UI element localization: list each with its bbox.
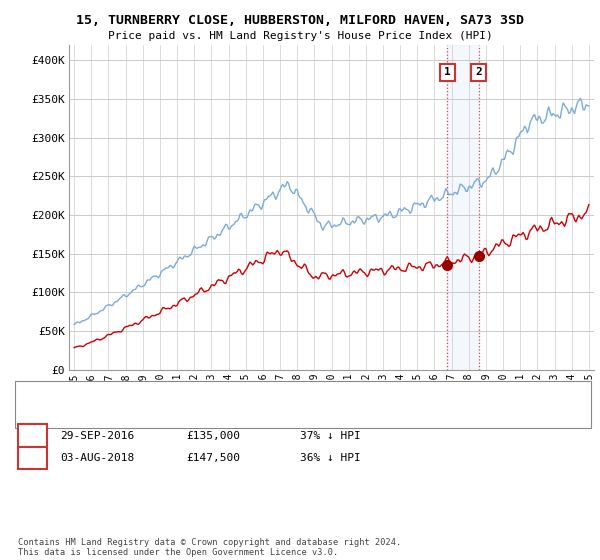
Text: 37% ↓ HPI: 37% ↓ HPI — [300, 431, 361, 441]
Text: 29-SEP-2016: 29-SEP-2016 — [60, 431, 134, 441]
Text: 15, TURNBERRY CLOSE, HUBBERSTON, MILFORD HAVEN, SA73 3SD: 15, TURNBERRY CLOSE, HUBBERSTON, MILFORD… — [76, 14, 524, 27]
Text: 1: 1 — [29, 431, 36, 441]
Text: HPI: Average price, detached house, Pembrokeshire: HPI: Average price, detached house, Pemb… — [69, 409, 357, 419]
Text: £135,000: £135,000 — [186, 431, 240, 441]
Text: Contains HM Land Registry data © Crown copyright and database right 2024.
This d: Contains HM Land Registry data © Crown c… — [18, 538, 401, 557]
Text: 2: 2 — [475, 67, 482, 77]
Text: £147,500: £147,500 — [186, 453, 240, 463]
Text: 03-AUG-2018: 03-AUG-2018 — [60, 453, 134, 463]
Text: 15, TURNBERRY CLOSE, HUBBERSTON, MILFORD HAVEN, SA73 3SD (detached house): 15, TURNBERRY CLOSE, HUBBERSTON, MILFORD… — [69, 391, 498, 401]
Text: 36% ↓ HPI: 36% ↓ HPI — [300, 453, 361, 463]
Text: 2: 2 — [29, 453, 36, 463]
Bar — [448, 45, 479, 370]
Text: 1: 1 — [444, 67, 451, 77]
Text: Price paid vs. HM Land Registry's House Price Index (HPI): Price paid vs. HM Land Registry's House … — [107, 31, 493, 41]
